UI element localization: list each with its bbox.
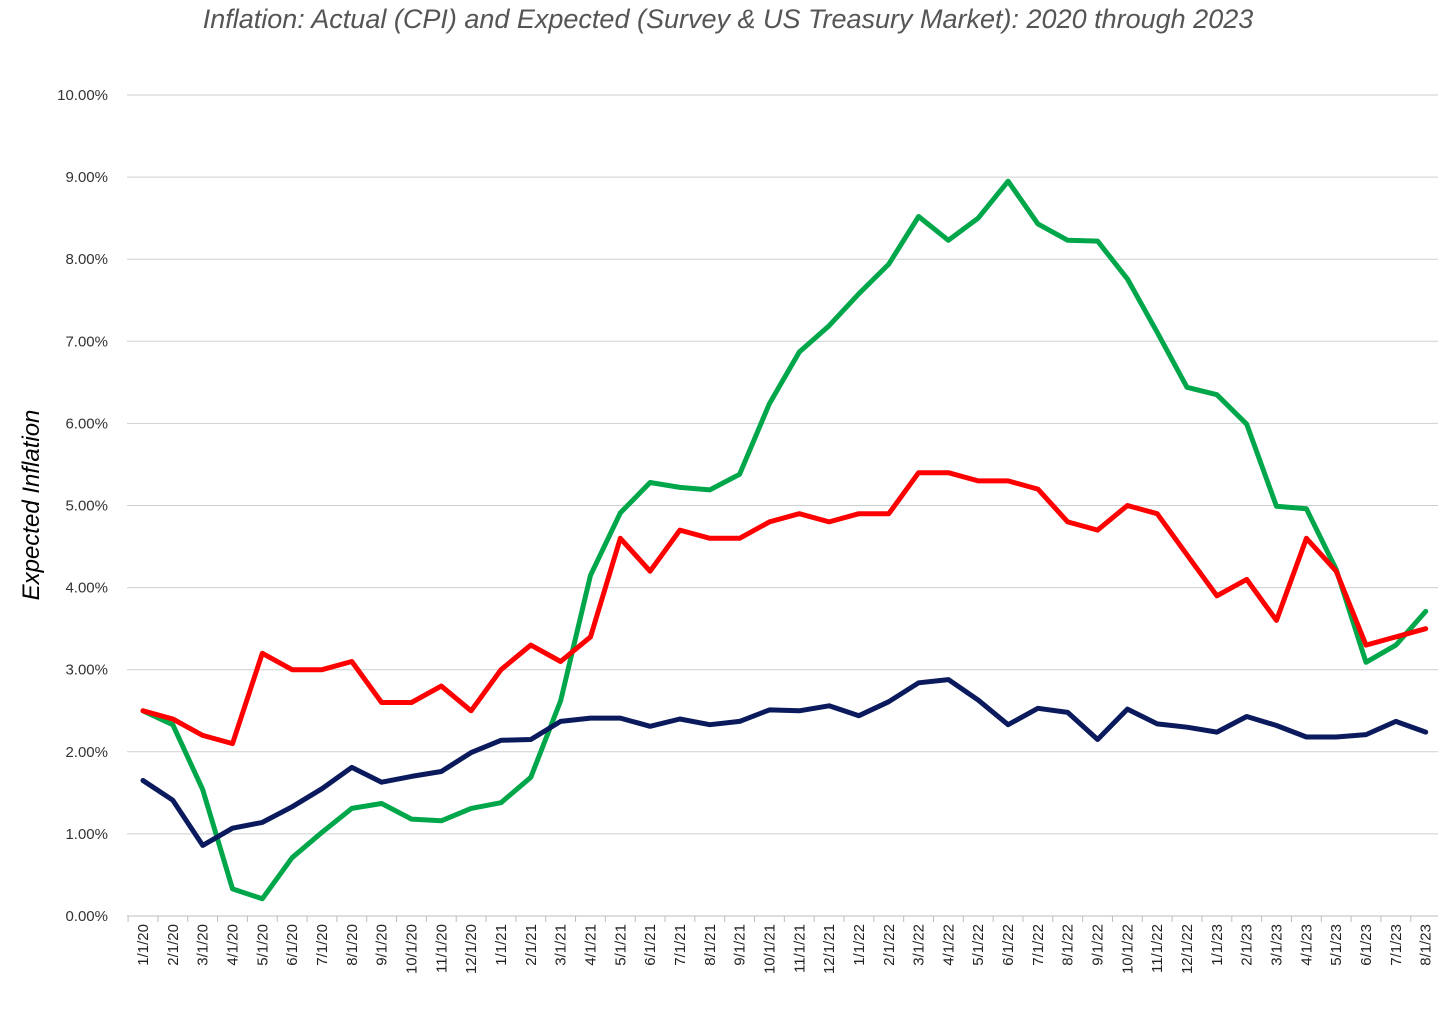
x-tick-label: 8/1/21 — [702, 924, 719, 966]
x-tick-label: 3/1/23 — [1269, 924, 1286, 966]
x-tick-label: 2/1/20 — [165, 924, 182, 966]
x-tick-label: 2/1/22 — [881, 924, 898, 966]
x-tick-label: 4/1/22 — [940, 924, 957, 966]
x-tick-label: 1/1/23 — [1209, 924, 1226, 966]
x-tick-label: 5/1/23 — [1328, 924, 1345, 966]
x-tick-label: 9/1/20 — [374, 924, 391, 966]
x-tick-label: 3/1/22 — [911, 924, 928, 966]
x-tick-label: 9/1/21 — [732, 924, 749, 966]
x-tick-label: 10/1/21 — [761, 924, 778, 974]
x-tick-label: 7/1/21 — [672, 924, 689, 966]
x-tick-label: 8/1/20 — [344, 924, 361, 966]
x-tick-label: 8/1/23 — [1418, 924, 1435, 966]
gridlines — [127, 94, 1438, 835]
x-tick-label: 11/1/20 — [433, 924, 450, 973]
x-tick-label: 9/1/22 — [1090, 924, 1107, 966]
y-tick-label: 8.00% — [65, 251, 108, 268]
x-tick-label: 10/1/22 — [1119, 924, 1136, 974]
x-tick-labels: 1/1/20 2/1/20 3/1/20 4/1/20 5/1/20 6/1/20 7/1/… — [135, 924, 1435, 974]
y-tick-label: 5.00% — [65, 498, 108, 515]
y-tick-label: 1.00% — [65, 826, 108, 843]
x-tick-label: 4/1/20 — [224, 924, 241, 966]
x-tick-label: 10/1/20 — [403, 924, 420, 974]
x-tick-label: 11/1/21 — [791, 924, 808, 973]
chart-title: Inflation: Actual (CPI) and Expected (Su… — [202, 4, 1254, 34]
x-tick-label: 4/1/21 — [582, 924, 599, 966]
x-tick-label: 3/1/20 — [195, 924, 212, 966]
x-tick-label: 1/1/22 — [851, 924, 868, 966]
series-line-1 — [140, 178, 1429, 902]
y-tick-label: 10.00% — [57, 87, 108, 104]
y-tick-label: 3.00% — [65, 662, 108, 679]
y-tick-label: 0.00% — [65, 908, 108, 925]
y-tick-label: 4.00% — [65, 580, 108, 597]
x-tick-label: 6/1/23 — [1358, 924, 1375, 966]
x-tick-label: 11/1/22 — [1149, 924, 1166, 973]
x-tick-label: 4/1/23 — [1298, 924, 1315, 966]
y-tick-label: 6.00% — [65, 415, 108, 432]
y-tick-labels: 0.00% 1.00% 2.00% 3.00% 4.00% 5.00% 6.00% 7.00%… — [57, 87, 108, 925]
x-tick-label: 6/1/21 — [642, 924, 659, 966]
x-tick-label: 5/1/22 — [970, 924, 987, 966]
x-tick-label: 5/1/20 — [254, 924, 271, 966]
series-line-2 — [140, 470, 1429, 747]
x-tick-label: 7/1/20 — [314, 924, 331, 966]
axes — [127, 915, 1438, 922]
x-tick-label: 7/1/22 — [1030, 924, 1047, 966]
x-tick-label: 12/1/22 — [1179, 924, 1196, 974]
x-tick-label: 2/1/21 — [523, 924, 540, 966]
x-tick-label: 5/1/21 — [612, 924, 629, 966]
x-tick-label: 1/1/20 — [135, 924, 152, 966]
series-line-3 — [140, 677, 1429, 848]
x-tick-label: 8/1/22 — [1060, 924, 1077, 966]
y-tick-label: 9.00% — [65, 169, 108, 186]
x-tick-label: 1/1/21 — [493, 924, 510, 966]
x-tick-label: 12/1/21 — [821, 924, 838, 974]
x-tick-label: 6/1/20 — [284, 924, 301, 966]
series-lines — [140, 178, 1429, 902]
x-tick-label: 6/1/22 — [1000, 924, 1017, 966]
y-tick-label: 2.00% — [65, 744, 108, 761]
y-tick-label: 7.00% — [65, 333, 108, 350]
x-tick-label: 2/1/23 — [1239, 924, 1256, 966]
x-tick-label: 12/1/20 — [463, 924, 480, 974]
x-tick-label: 7/1/23 — [1388, 924, 1405, 966]
x-tick-label: 3/1/21 — [553, 924, 570, 966]
